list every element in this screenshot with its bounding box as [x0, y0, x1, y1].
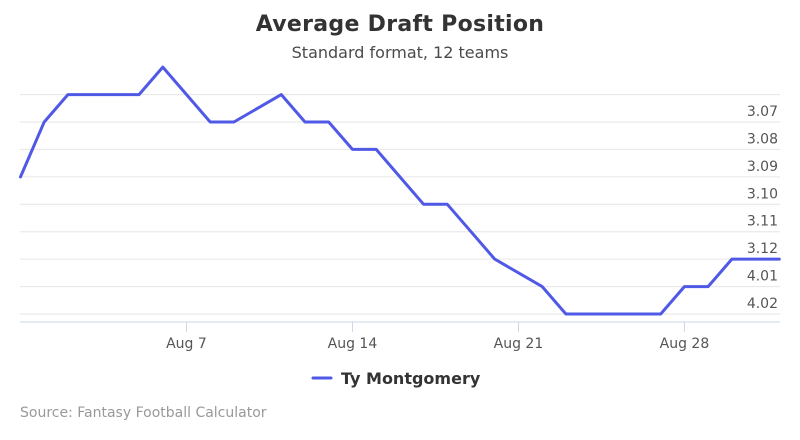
x-tick-label: Aug 14 [328, 336, 378, 352]
series-line[interactable] [19, 65, 781, 316]
y-tick-label: 3.12 [747, 241, 778, 257]
x-tick-label: Aug 7 [166, 336, 207, 352]
x-axis: Aug 7 Aug 14 Aug 21 Aug 28 [20, 321, 780, 352]
legend-label: Ty Montgomery [341, 369, 481, 388]
y-tick-label: 4.01 [747, 269, 778, 285]
series-layer [19, 65, 781, 316]
y-tick-label: 3.11 [747, 214, 778, 230]
y-axis-labels: 3.07 3.08 3.09 3.10 3.11 3.12 4.01 4.02 [747, 104, 778, 312]
chart-source: Source: Fantasy Football Calculator [20, 405, 267, 421]
chart-subtitle: Standard format, 12 teams [292, 43, 509, 62]
y-tick-label: 3.08 [747, 131, 778, 147]
y-tick-label: 3.10 [747, 186, 778, 202]
grid-lines [20, 94, 780, 315]
y-tick-label: 3.07 [747, 104, 778, 120]
x-tick-label: Aug 28 [660, 336, 710, 352]
y-tick-label: 3.09 [747, 159, 778, 175]
chart-title: Average Draft Position [256, 12, 545, 37]
legend-item-ty-montgomery[interactable]: Ty Montgomery [311, 369, 481, 388]
x-tick-label: Aug 21 [494, 336, 544, 352]
y-tick-label: 4.02 [747, 296, 778, 312]
